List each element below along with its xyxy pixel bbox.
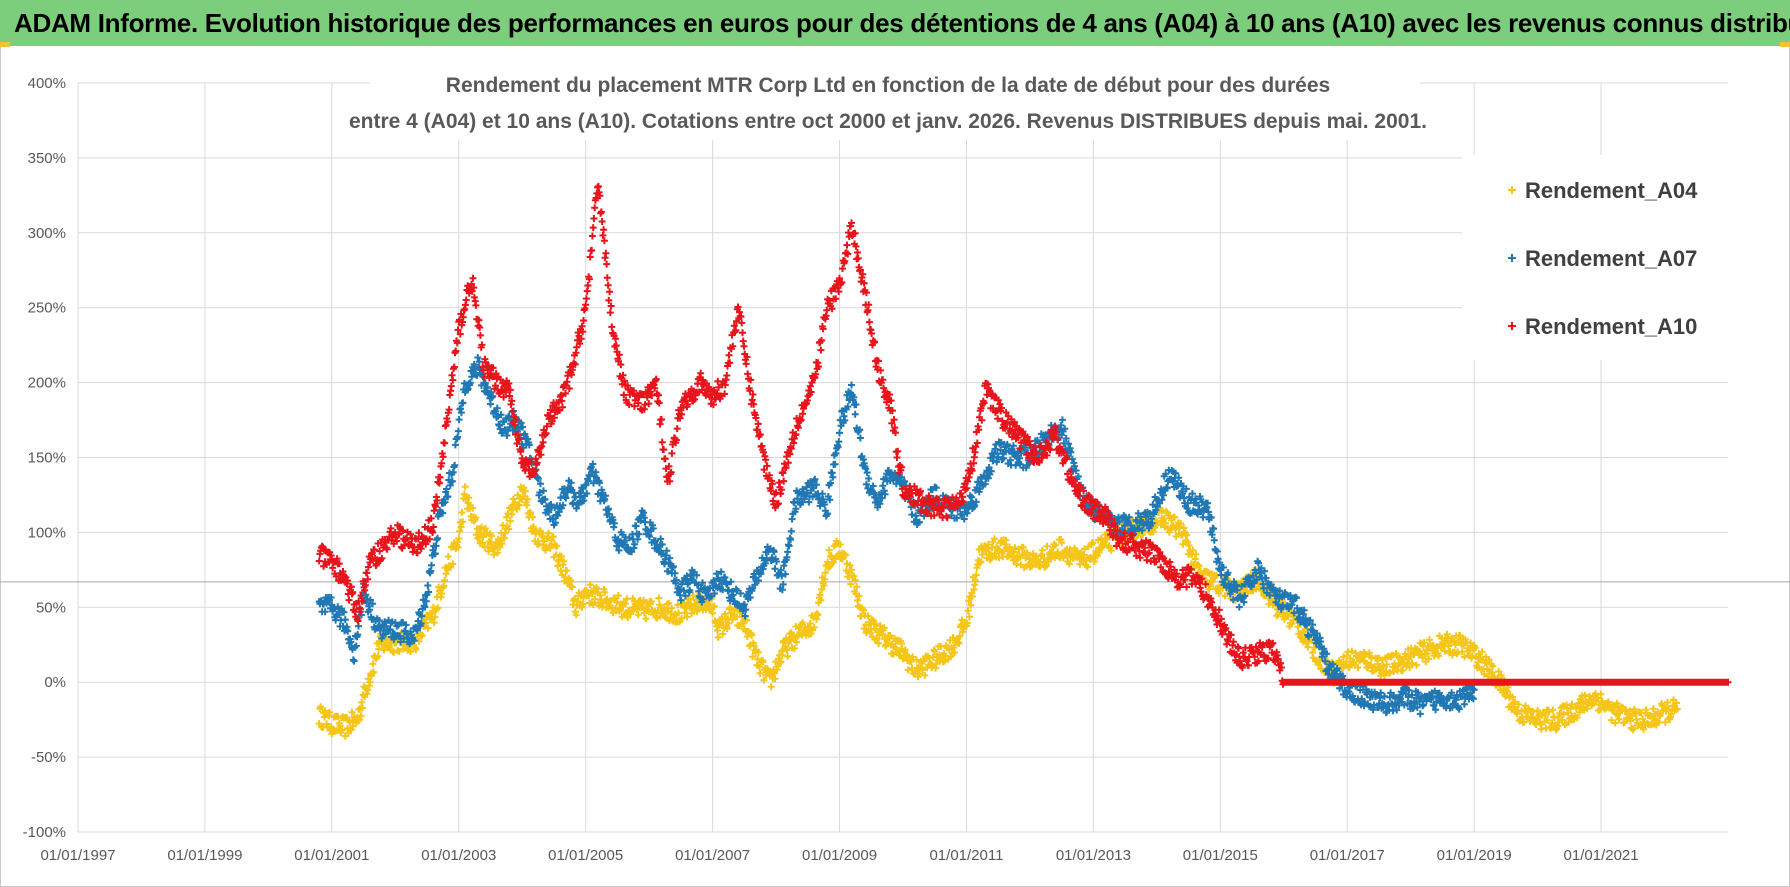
legend-label-Rendement_A10: Rendement_A10 [1525, 314, 1697, 339]
legend-background [1462, 155, 1732, 360]
x-tick-label: 01/01/2021 [1564, 847, 1639, 864]
grid-lines [77, 82, 1728, 833]
x-tick-label: 01/01/2009 [802, 847, 877, 864]
legend-marker-Rendement_A10 [1508, 322, 1516, 330]
y-tick-label: -50% [31, 749, 66, 766]
x-tick-label: 01/01/2003 [421, 847, 496, 864]
legend: Rendement_A04 Rendement_A07 Rendement_A10 [1462, 155, 1732, 360]
y-tick-label: 200% [28, 375, 66, 392]
header-banner: ADAM Informe. Evolution historique des p… [0, 0, 1790, 46]
legend-label-Rendement_A04: Rendement_A04 [1525, 178, 1698, 203]
series-marks-Rendement_A04 [315, 483, 1681, 740]
y-tick-label: 100% [28, 524, 66, 541]
y-tick-label: 0% [44, 674, 66, 691]
y-tick-label: 350% [28, 150, 66, 167]
chart-title-background [370, 68, 1420, 140]
y-tick-label: 400% [28, 75, 66, 92]
axis-ticks: 400% 350% 300% 250% 200% 150% 100% 50% 0% -50% -10… [23, 75, 1639, 864]
x-tick-label: 01/01/2015 [1183, 847, 1258, 864]
series-marks-Rendement_A10 [315, 182, 1732, 688]
x-tick-label: 01/01/2017 [1310, 847, 1385, 864]
x-tick-label: 01/01/1999 [167, 847, 242, 864]
banner-title: ADAM Informe. Evolution historique des p… [14, 7, 1790, 38]
banner-corner-left [0, 42, 10, 47]
y-tick-label: 300% [28, 225, 66, 242]
y-tick-label: 50% [36, 599, 66, 616]
y-tick-label: 250% [28, 300, 66, 317]
x-tick-label: 01/01/2001 [294, 847, 369, 864]
chart-title-line-1: Rendement du placement MTR Corp Ltd en f… [446, 74, 1330, 97]
legend-label-Rendement_A07: Rendement_A07 [1525, 246, 1697, 271]
x-tick-label: 01/01/2019 [1437, 847, 1512, 864]
banner-corner-right [1780, 42, 1790, 47]
legend-marker-Rendement_A07 [1508, 254, 1516, 262]
chart-title-line-2: entre 4 (A04) et 10 ans (A10). Cotations… [349, 110, 1427, 133]
series-Rendement_A10 [315, 182, 1732, 688]
y-tick-label: 150% [28, 450, 66, 467]
x-tick-label: 01/01/2013 [1056, 847, 1131, 864]
x-tick-label: 01/01/2005 [548, 847, 623, 864]
series-Rendement_A04 [315, 483, 1681, 740]
x-tick-label: 01/01/1997 [40, 847, 115, 864]
x-tick-label: 01/01/2011 [929, 847, 1003, 864]
x-tick-label: 01/01/2007 [675, 847, 750, 864]
y-tick-label: -100% [23, 824, 66, 841]
data-marks [315, 182, 1732, 740]
legend-marker-Rendement_A04 [1508, 186, 1516, 194]
